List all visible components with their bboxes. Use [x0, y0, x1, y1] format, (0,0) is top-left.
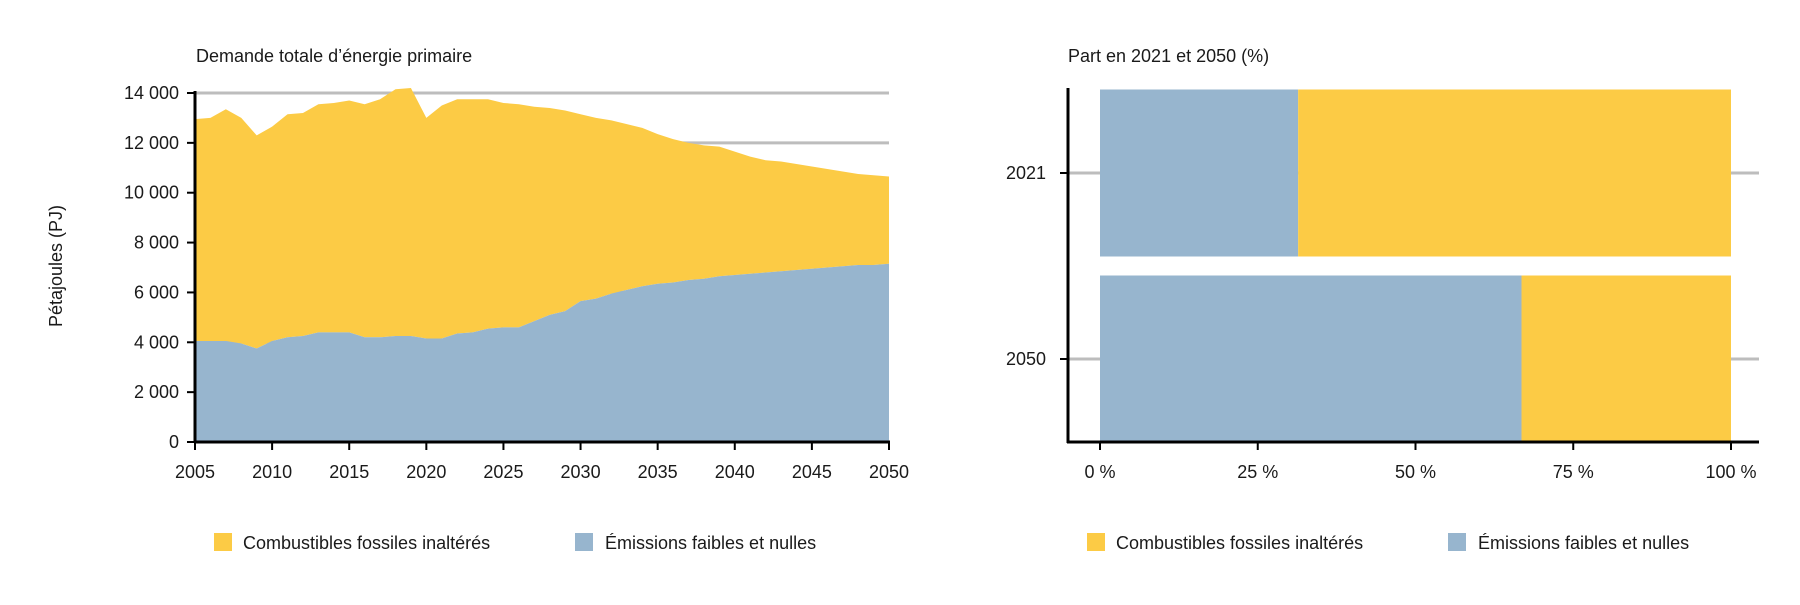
- x-tick-label: 100 %: [1705, 462, 1756, 482]
- x-tick-label: 25 %: [1237, 462, 1278, 482]
- left-chart: Demande totale d’énergie primaire Pétajo…: [46, 46, 909, 553]
- legend-swatch-low-emission: [575, 533, 593, 551]
- y-tick-label: 0: [169, 432, 179, 452]
- left-chart-title: Demande totale d’énergie primaire: [196, 46, 472, 66]
- bar-segment: [1521, 275, 1731, 443]
- left-axes: [193, 91, 890, 444]
- x-tick-label: 2005: [175, 462, 215, 482]
- y-tick-label: 6 000: [134, 282, 179, 302]
- x-tick-label: 2045: [792, 462, 832, 482]
- left-areas: [195, 88, 889, 442]
- category-label: 2050: [1006, 349, 1046, 369]
- y-axis-label: Pétajoules (PJ): [46, 205, 66, 327]
- x-tick-label: 2030: [561, 462, 601, 482]
- bar-segment: [1298, 89, 1731, 257]
- x-tick-label: 2040: [715, 462, 755, 482]
- legend-label-low-emission: Émissions faibles et nulles: [605, 533, 816, 553]
- right-chart: Part en 2021 et 2050 (%) 2021 2050 0 % 25 …: [1006, 46, 1759, 553]
- x-tick-label: 0 %: [1084, 462, 1115, 482]
- legend-label-low-emission: Émissions faibles et nulles: [1478, 533, 1689, 553]
- left-x-ticks: 2005 2010 2015 2020 2025 2030 2035 2040 2045 2050: [175, 442, 909, 482]
- category-label: 2021: [1006, 163, 1046, 183]
- bar-segment: [1100, 275, 1522, 443]
- right-legend: Combustibles fossiles inaltérés Émission…: [1087, 533, 1689, 553]
- y-tick-label: 2 000: [134, 382, 179, 402]
- right-bars: [1100, 89, 1731, 443]
- legend-swatch-fossil: [1087, 533, 1105, 551]
- x-tick-label: 2035: [638, 462, 678, 482]
- x-tick-label: 2015: [329, 462, 369, 482]
- legend-label-fossil: Combustibles fossiles inaltérés: [1116, 533, 1363, 553]
- x-tick-label: 50 %: [1395, 462, 1436, 482]
- y-tick-label: 12 000: [124, 133, 179, 153]
- legend-swatch-fossil: [214, 533, 232, 551]
- right-chart-title: Part en 2021 et 2050 (%): [1068, 46, 1269, 66]
- left-y-ticks: 0 2 000 4 000 6 000 8 000 10 000 12 000 14 000: [124, 83, 195, 452]
- x-tick-label: 2010: [252, 462, 292, 482]
- x-tick-label: 2025: [483, 462, 523, 482]
- y-tick-label: 8 000: [134, 233, 179, 253]
- x-tick-label: 2050: [869, 462, 909, 482]
- left-legend: Combustibles fossiles inaltérés Émission…: [214, 533, 816, 553]
- x-tick-label: 2020: [406, 462, 446, 482]
- right-category-ticks: 2021 2050: [1006, 163, 1068, 369]
- y-tick-label: 4 000: [134, 332, 179, 352]
- y-tick-label: 10 000: [124, 183, 179, 203]
- area-low-emission: [195, 263, 889, 442]
- area-fossil: [195, 88, 889, 349]
- legend-label-fossil: Combustibles fossiles inaltérés: [243, 533, 490, 553]
- bar-segment: [1100, 89, 1299, 257]
- legend-swatch-low-emission: [1448, 533, 1466, 551]
- right-x-ticks: 0 % 25 % 50 % 75 % 100 %: [1084, 442, 1757, 482]
- right-axes: [1066, 88, 1759, 444]
- y-tick-label: 14 000: [124, 83, 179, 103]
- x-tick-label: 75 %: [1553, 462, 1594, 482]
